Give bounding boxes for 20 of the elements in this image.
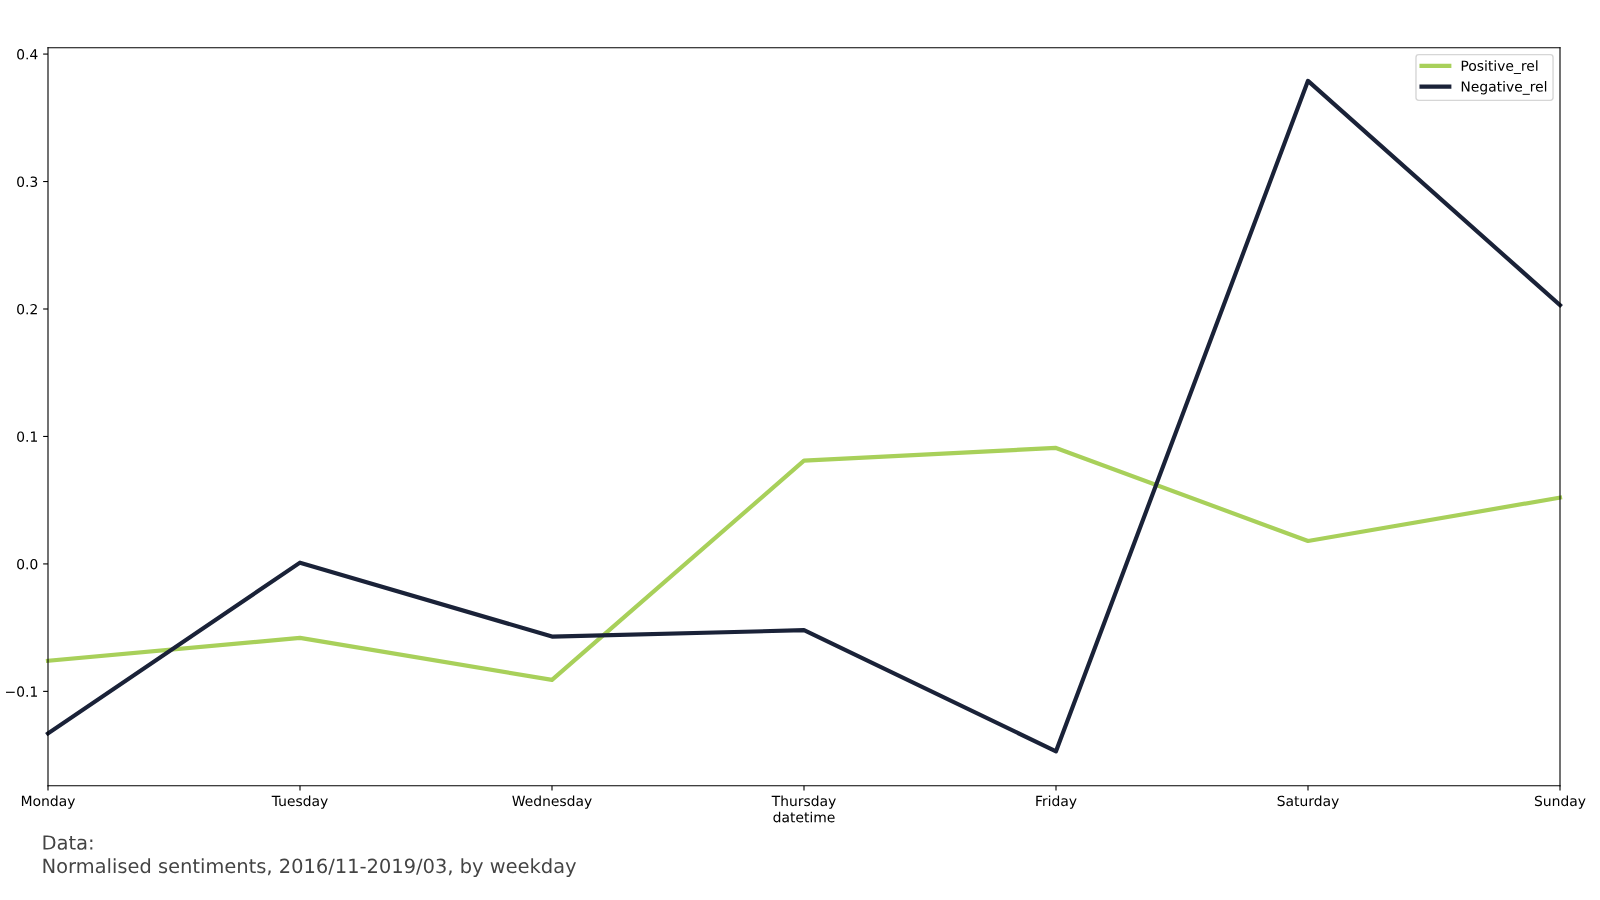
x-tick-label: Thursday (771, 795, 836, 809)
y-tick-label: 0.3 (17, 176, 38, 188)
y-tick-label: 0.1 (17, 431, 37, 442)
y-tick-label: −0.1 (6, 686, 37, 697)
x-tick-label: Friday (1036, 795, 1077, 809)
text: Data: (43, 835, 93, 850)
line-series (45, 78, 1563, 754)
line-series (45, 445, 1563, 682)
x-tick-label: Saturday (1277, 795, 1339, 809)
y-tick-label: 0.2 (17, 303, 37, 315)
x-axis-title: datetime (773, 811, 835, 823)
x-tick-label: Sunday (1534, 795, 1586, 809)
x-tick-label: Wednesday (512, 795, 592, 809)
legend-label: Negative_rel (1461, 80, 1547, 95)
x-tick-label: Monday (21, 795, 75, 809)
y-tick-label: 0.0 (17, 558, 38, 570)
y-tick-label: 0.4 (17, 49, 38, 60)
x-tick-label: Tuesday (271, 795, 328, 809)
text: Normalised sentiments, 2016/11-2019/03, by weekday (43, 858, 576, 878)
legend-label: Positive_rel (1461, 60, 1538, 75)
